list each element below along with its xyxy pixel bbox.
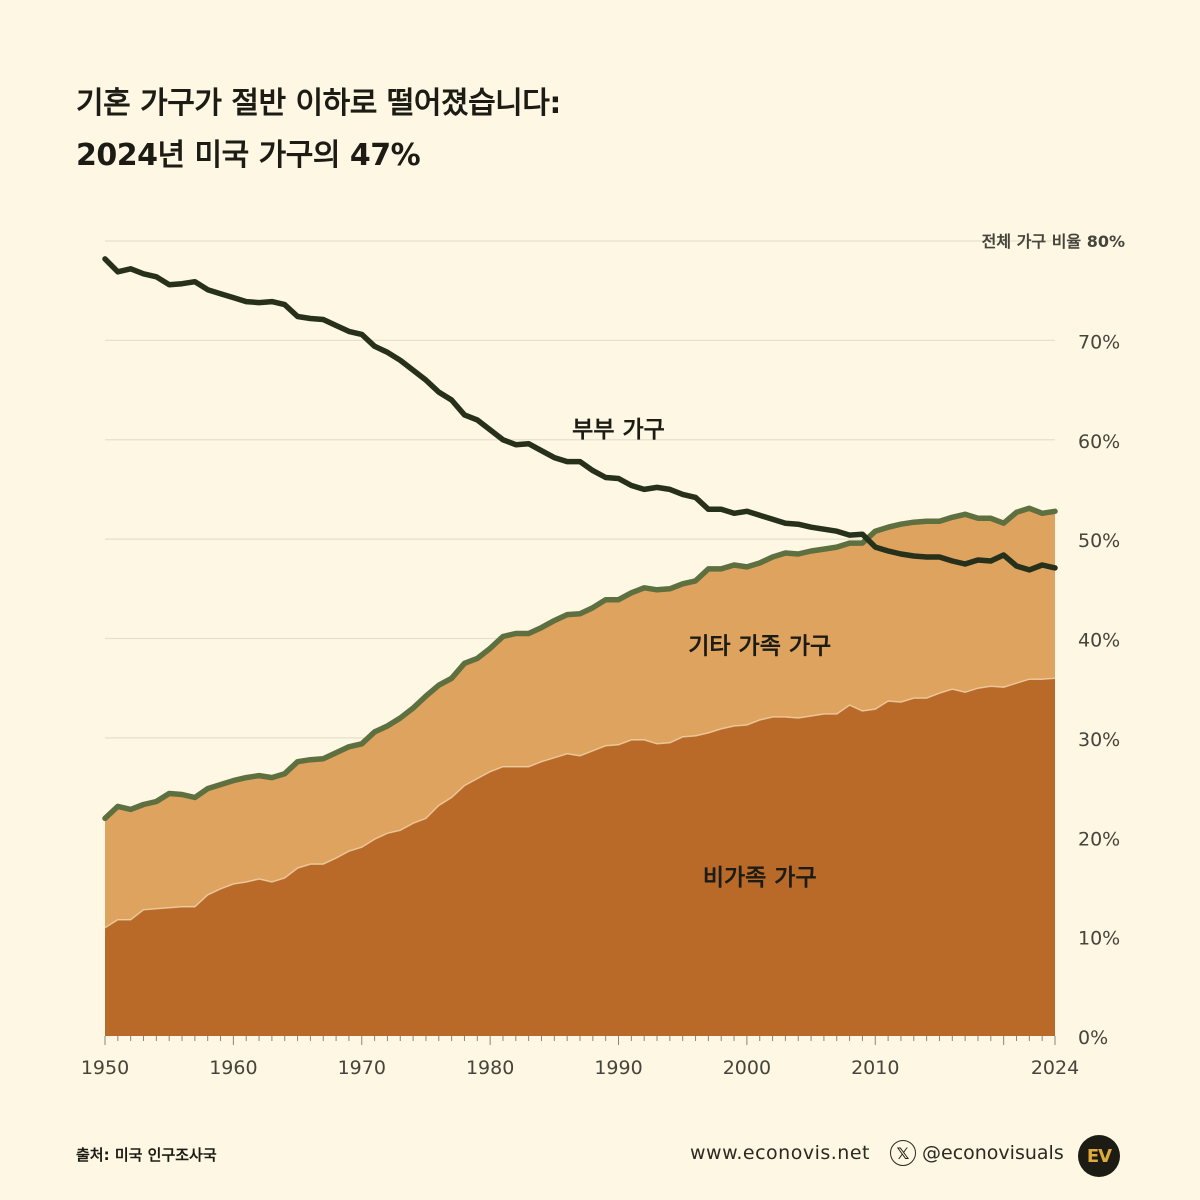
label-other-family: 기타 가족 가구 [688, 633, 831, 659]
website-link[interactable]: www.econovis.net [690, 1142, 870, 1164]
area-nonfamily [105, 678, 1055, 1036]
x-tick-label: 1960 [209, 1057, 257, 1079]
area-series [105, 508, 1055, 1036]
social-handle-text: @econovisuals [922, 1142, 1064, 1164]
y-tick-label: 0% [1078, 1027, 1108, 1049]
line-married [102, 256, 1058, 573]
separator-line [104, 677, 1056, 929]
y-tick-label: 20% [1078, 828, 1120, 850]
brand-logo: EV [1078, 1135, 1120, 1177]
x-tick-label: 2010 [851, 1057, 899, 1079]
title-line-1: 기혼 가구가 절반 이하로 떨어졌습니다: [76, 86, 561, 121]
x-logo-icon: 𝕏 [890, 1140, 916, 1166]
line-series [102, 256, 1058, 929]
title-line-2: 2024년 미국 가구의 47% [76, 138, 421, 173]
x-tick-label: 2024 [1031, 1057, 1079, 1079]
x-tick-label: 1980 [466, 1057, 514, 1079]
y-tick-label: 60% [1078, 431, 1120, 453]
y-tick-label: 40% [1078, 630, 1120, 652]
x-tick-label: 1990 [594, 1057, 642, 1079]
axis-labels: 0% 10% 20% 30% 40% 50% 60% 70% 전체 가구 비율 80% 1950 1… [81, 232, 1125, 1079]
y-tick-label: 50% [1078, 530, 1120, 552]
source-note: 출처: 미국 인구조사국 [76, 1146, 217, 1164]
x-tick-label: 2000 [723, 1057, 771, 1079]
chart-title: 기혼 가구가 절반 이하로 떨어졌습니다: 2024년 미국 가구의 47% [76, 78, 561, 182]
y-tick-label: 30% [1078, 729, 1120, 751]
social-handle[interactable]: 𝕏 @econovisuals [890, 1140, 1064, 1166]
line-non-married-total [102, 505, 1058, 822]
y-axis-title: 전체 가구 비율 80% [982, 232, 1125, 251]
y-tick-label: 10% [1078, 928, 1120, 950]
label-married: 부부 가구 [572, 417, 665, 443]
label-nonfamily: 비가족 가구 [703, 865, 817, 891]
area-other-family [105, 508, 1055, 928]
x-tick-label: 1950 [81, 1057, 129, 1079]
y-tick-label: 70% [1078, 331, 1120, 353]
x-tick-label: 1970 [338, 1057, 386, 1079]
